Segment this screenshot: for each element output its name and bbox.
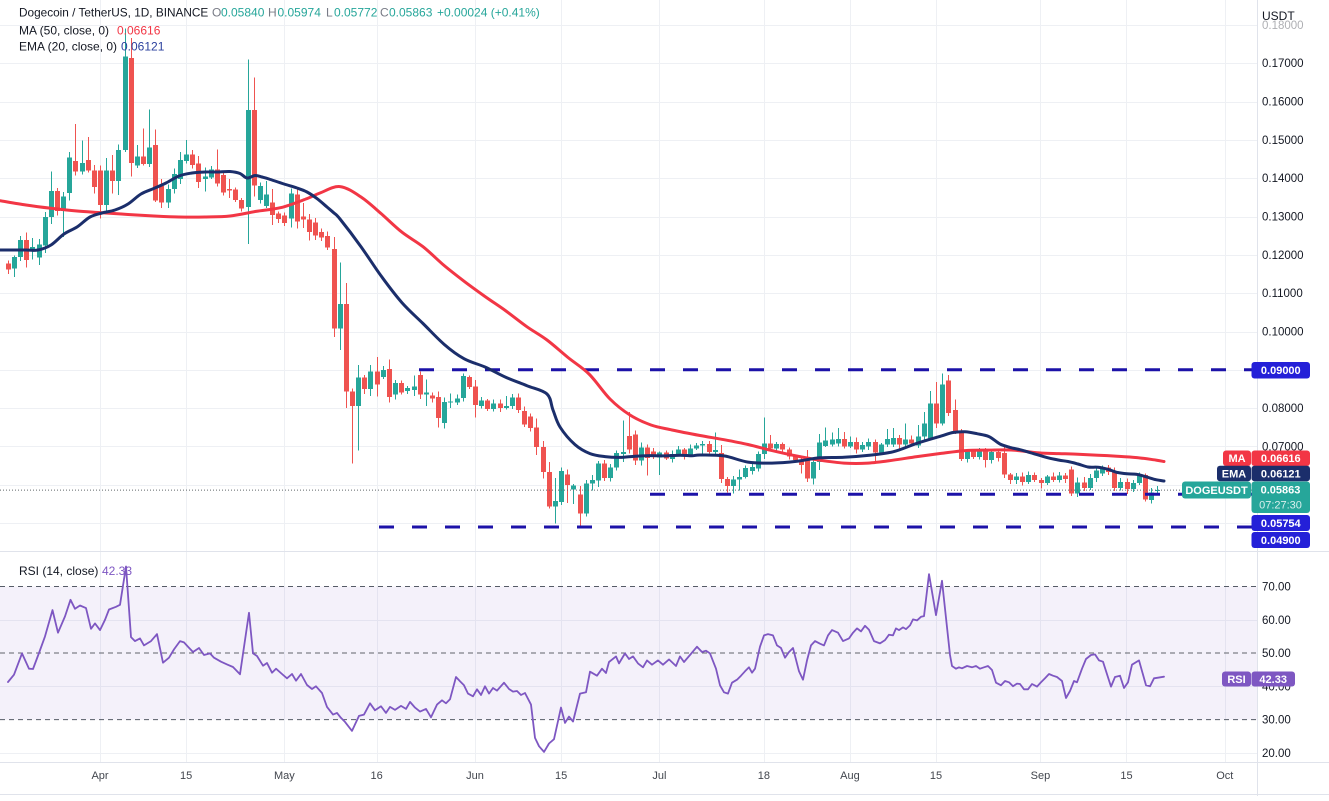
svg-text:0.06121: 0.06121 [121, 40, 165, 54]
svg-text:42.33: 42.33 [102, 564, 132, 578]
svg-text:Jun: Jun [466, 770, 484, 782]
svg-text:Jul: Jul [652, 770, 666, 782]
svg-text:0.05754: 0.05754 [1261, 518, 1302, 530]
svg-text:0.16000: 0.16000 [1262, 97, 1304, 109]
svg-text:16: 16 [370, 770, 382, 782]
svg-text:18: 18 [758, 770, 770, 782]
svg-text:0.18000: 0.18000 [1262, 20, 1304, 32]
svg-text:0.05863: 0.05863 [389, 6, 433, 20]
svg-text:0.13000: 0.13000 [1262, 212, 1304, 224]
svg-text:0.17000: 0.17000 [1262, 58, 1304, 70]
svg-text:Oct: Oct [1216, 770, 1233, 782]
svg-text:42.33: 42.33 [1259, 674, 1287, 686]
svg-text:0.05863: 0.05863 [1261, 485, 1301, 497]
svg-text:20.00: 20.00 [1262, 748, 1291, 760]
svg-text:0.06121: 0.06121 [1261, 469, 1301, 481]
svg-text:15: 15 [555, 770, 567, 782]
svg-text:0.08000: 0.08000 [1262, 403, 1304, 415]
svg-text:MA: MA [1228, 453, 1245, 465]
svg-text:RSI (14, close): RSI (14, close) [19, 564, 98, 578]
svg-text:0.09000: 0.09000 [1261, 365, 1301, 377]
svg-text:L: L [326, 6, 333, 20]
svg-text:0.06616: 0.06616 [1261, 453, 1301, 465]
svg-text:70.00: 70.00 [1262, 582, 1291, 594]
svg-text:0.05974: 0.05974 [278, 6, 322, 20]
svg-text:0.05772: 0.05772 [334, 6, 378, 20]
svg-text:Sep: Sep [1031, 770, 1051, 782]
svg-text:Dogecoin / TetherUS, 1D, BINAN: Dogecoin / TetherUS, 1D, BINANCE [19, 6, 208, 20]
svg-text:0.15000: 0.15000 [1262, 135, 1304, 147]
svg-text:0.06616: 0.06616 [117, 24, 161, 38]
svg-text:07:27:30: 07:27:30 [1259, 500, 1302, 512]
svg-text:0.05840: 0.05840 [221, 6, 265, 20]
svg-text:EMA (20, close, 0): EMA (20, close, 0) [19, 40, 117, 54]
svg-text:DOGEUSDT: DOGEUSDT [1185, 485, 1248, 497]
svg-text:0.12000: 0.12000 [1262, 250, 1304, 262]
svg-text:0.11000: 0.11000 [1262, 288, 1303, 300]
svg-text:Apr: Apr [91, 770, 108, 782]
svg-text:EMA: EMA [1222, 469, 1247, 481]
svg-text:USDT: USDT [1262, 9, 1295, 23]
svg-text:+0.00024 (+0.41%): +0.00024 (+0.41%) [437, 6, 540, 20]
svg-text:O: O [212, 6, 221, 20]
svg-text:0.04900: 0.04900 [1261, 535, 1301, 547]
svg-text:0.14000: 0.14000 [1262, 173, 1304, 185]
svg-text:60.00: 60.00 [1262, 615, 1291, 627]
svg-text:50.00: 50.00 [1262, 648, 1291, 660]
svg-text:Aug: Aug [840, 770, 860, 782]
svg-text:MA (50, close, 0): MA (50, close, 0) [19, 24, 109, 38]
svg-text:RSI: RSI [1227, 674, 1245, 686]
svg-text:0.10000: 0.10000 [1262, 327, 1304, 339]
svg-text:15: 15 [180, 770, 192, 782]
svg-text:H: H [268, 6, 277, 20]
svg-text:15: 15 [930, 770, 942, 782]
svg-text:C: C [380, 6, 389, 20]
svg-text:May: May [274, 770, 295, 782]
svg-text:15: 15 [1120, 770, 1132, 782]
svg-text:30.00: 30.00 [1262, 715, 1291, 727]
